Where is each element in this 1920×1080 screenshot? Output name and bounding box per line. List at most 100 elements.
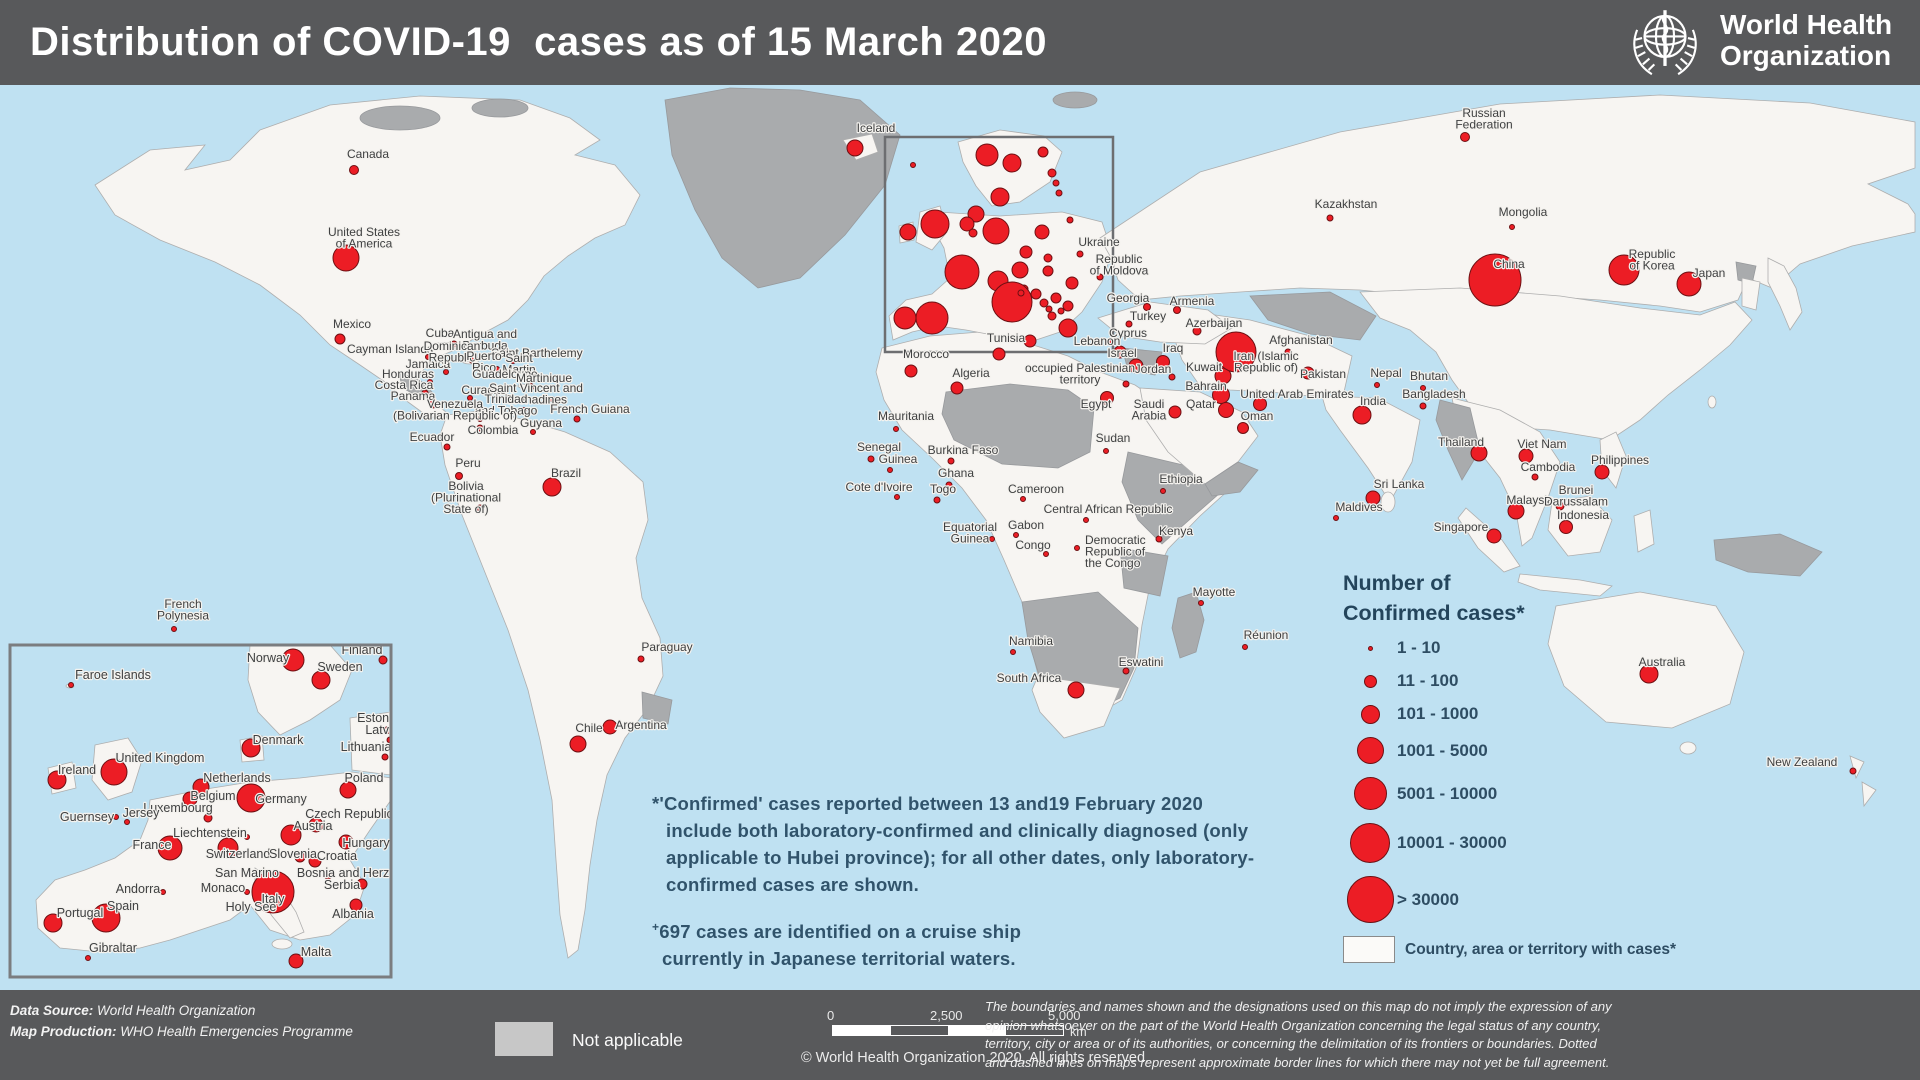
case-bubble-puerto-rico xyxy=(494,366,500,372)
case-bubble-sri-lanka xyxy=(1365,490,1381,506)
case-bubble-faroe-islands xyxy=(68,682,74,688)
legend-class-label: 5001 - 10000 xyxy=(1397,783,1498,803)
country-label-namibia: Namibia xyxy=(1009,634,1053,648)
case-bubble-malta-bubble xyxy=(1023,334,1037,348)
case-bubble-guyana xyxy=(530,429,536,435)
country-label-ukraine: Ukraine xyxy=(1078,235,1120,249)
country-label-croatia: Croatia xyxy=(317,849,357,863)
country-label-paraguay: Paraguay xyxy=(641,640,692,654)
legend-row: 11 - 100 xyxy=(1343,671,1763,691)
case-bubble-denmark xyxy=(241,738,261,758)
legend-circle xyxy=(1353,777,1387,810)
case-bubble-peru xyxy=(455,472,463,480)
country-label-spain: Spain xyxy=(107,899,139,913)
case-bubble-algeria xyxy=(950,381,964,395)
land-sri-lanka xyxy=(1380,491,1396,513)
case-bubble-monaco xyxy=(244,889,250,895)
data-source-label: Data Source: xyxy=(10,1003,94,1018)
country-label-czech-republic: Czech Republic xyxy=(305,807,393,821)
country-label-ghana: Ghana xyxy=(938,466,974,480)
country-label-norway: Norway xyxy=(247,651,290,665)
case-bubble-sweden-bubble xyxy=(1002,153,1022,173)
country-label-iceland: Iceland xyxy=(857,121,896,135)
country-label-china: China xyxy=(1493,257,1525,271)
case-bubble-central-african-republic xyxy=(1083,517,1089,523)
country-with-cases-label: Country, area or territory with cases* xyxy=(1405,940,1677,958)
land-new-zealand-north xyxy=(1849,755,1865,780)
land-new-zealand-south xyxy=(1861,781,1877,808)
case-bubble-ghana xyxy=(945,481,953,489)
case-bubble-ireland-bubble xyxy=(899,223,917,241)
country-label-luxembourg: Luxembourg xyxy=(143,801,213,815)
case-bubble-chile xyxy=(569,735,587,753)
org-name-line1: World Health xyxy=(1720,9,1893,40)
legend-row: 101 - 1000 xyxy=(1343,704,1763,724)
country-label-equatorial-guinea: Equatorial Guinea xyxy=(943,520,997,546)
confirmed-cases-footnote: *'Confirmed' cases reported between 13 a… xyxy=(652,790,1292,898)
country-label-belgium: Belgium xyxy=(190,789,235,803)
country-label-poland: Poland xyxy=(345,771,384,785)
legend-circle xyxy=(1360,704,1380,724)
case-bubble-equatorial-guinea xyxy=(989,536,995,542)
case-bubble-maldives xyxy=(1333,515,1339,521)
case-bubble-tunisia xyxy=(992,347,1006,361)
country-label-saudi-arabia: Saudi Arabia xyxy=(1132,397,1167,423)
data-source-value: World Health Organization xyxy=(93,1003,256,1018)
land-antilles xyxy=(498,369,512,375)
country-label-albania: Albania xyxy=(332,907,374,921)
country-label-australia: Australia xyxy=(1639,655,1686,669)
legend-row: 10001 - 30000 xyxy=(1343,823,1763,863)
case-bubble-bosnia-and-herzegovina xyxy=(323,870,333,880)
land-tasmania xyxy=(1679,741,1697,755)
country-label-indonesia: Indonesia xyxy=(1557,508,1609,522)
country-label-ethiopia: Ethiopia xyxy=(1159,472,1203,486)
org-name: World Health Organization xyxy=(1720,9,1892,71)
land-sahara-belt xyxy=(941,383,1095,469)
legend-circle xyxy=(1350,823,1390,863)
case-bubble-czech-republic xyxy=(308,817,324,833)
scale-segment xyxy=(890,1026,948,1035)
case-bubble-cambodia xyxy=(1531,473,1539,481)
case-bubble-malaysia xyxy=(1507,502,1525,520)
land-china xyxy=(1359,287,1753,441)
disclaimer: The boundaries and names shown and the d… xyxy=(985,998,1913,1072)
case-bubble-ethiopia xyxy=(1160,488,1166,494)
country-label-bangladesh: Bangladesh xyxy=(1402,387,1465,401)
legend-class-label: 10001 - 30000 xyxy=(1397,833,1507,852)
case-bubble-cote-divoire xyxy=(894,494,900,500)
country-label-san-marino: San Marino xyxy=(215,866,279,880)
country-label-bahrain: Bahrain xyxy=(1185,379,1226,393)
case-bubble-faroe-bubble xyxy=(910,162,916,168)
case-bubble-portugal-bubble xyxy=(893,306,917,330)
country-label-eswatini: Eswatini xyxy=(1119,655,1164,669)
country-label-cambodia: Cambodia xyxy=(1521,460,1576,474)
country-label-israel: Israel xyxy=(1107,346,1136,360)
case-bubble-bahrain xyxy=(1212,386,1230,404)
europe-inset-frame xyxy=(8,643,393,979)
country-label-puerto-rico: Puerto Rico xyxy=(466,349,502,375)
country-label-saint-vincent-and-grenadines: Saint Vincent and Grenadines xyxy=(489,381,583,407)
case-bubble-lebanon xyxy=(1113,345,1127,359)
country-label-netherlands: Netherlands xyxy=(203,771,270,785)
case-bubble-finland xyxy=(378,655,388,665)
case-bubble-spain xyxy=(91,903,121,933)
country-label-curacao: Curacao xyxy=(461,383,507,397)
case-bubble-kenya xyxy=(1155,535,1163,543)
case-bubble-serbia xyxy=(356,878,368,890)
case-bubble-lithuania xyxy=(381,753,389,761)
case-bubble-burkina-faso xyxy=(947,457,955,465)
country-label-canada: Canada xyxy=(347,147,389,161)
case-bubble-qatar xyxy=(1218,402,1234,418)
world-case-bubbles xyxy=(171,132,1857,775)
country-label-kuwait: Kuwait xyxy=(1186,360,1223,374)
case-bubble-mexico xyxy=(334,333,346,345)
case-bubble-iraq xyxy=(1156,355,1170,369)
country-label-germany: Germany xyxy=(255,792,307,806)
country-label-chile: Chile xyxy=(575,721,603,735)
land-java xyxy=(1517,573,1613,597)
country-label-sweden: Sweden xyxy=(317,660,362,674)
case-bubble-estonia xyxy=(384,726,391,734)
case-bubble-occupied-palestinian-territory xyxy=(1122,380,1130,388)
legend-row: 5001 - 10000 xyxy=(1343,777,1763,810)
legend-circle xyxy=(1363,674,1377,688)
